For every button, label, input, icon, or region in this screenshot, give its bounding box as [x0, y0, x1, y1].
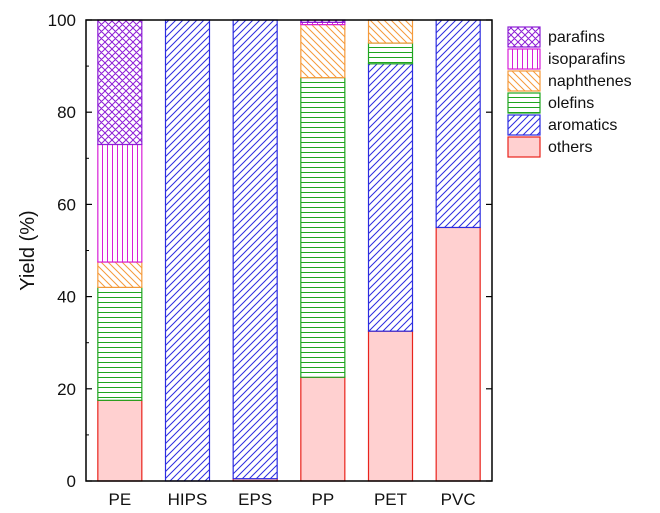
bars-layer — [97, 19, 481, 482]
y-tick-label: 0 — [67, 472, 76, 491]
bar-segment-pe-others — [97, 399, 143, 482]
bar-segment-pp-others — [300, 376, 346, 482]
plot-frame — [85, 19, 493, 482]
bar-segment-pe-olefins — [97, 286, 143, 401]
y-tick-label: 80 — [57, 103, 76, 122]
x-tick-label-pe: PE — [108, 490, 131, 509]
x-tick-label-eps: EPS — [238, 490, 272, 509]
legend-item-isoparafins: isoparafins — [507, 48, 625, 70]
bar-segment-pp-olefins — [300, 77, 346, 378]
bar-segment-pet-others — [367, 330, 414, 482]
bar-group-eps — [232, 19, 278, 482]
legend-swatch-isoparafins — [507, 48, 541, 70]
bar-group-pvc — [435, 19, 481, 482]
legend-item-olefins: olefins — [507, 92, 594, 114]
legend-label-parafins: parafins — [548, 29, 605, 46]
y-tick-label: 20 — [57, 380, 76, 399]
bar-segment-pe-isoparafins — [97, 143, 143, 263]
bar-segment-pet-naphthenes — [367, 19, 414, 44]
bar-segment-pe-naphthenes — [97, 261, 143, 288]
legend-item-parafins: parafins — [507, 26, 605, 48]
y-axis-title: Yield (%) — [17, 210, 39, 290]
bar-segment-pet-aromatics — [367, 63, 414, 332]
y-tick-label: 100 — [48, 11, 76, 30]
legend-swatch-olefins — [507, 92, 541, 114]
legend-swatch-naphthenes — [507, 70, 541, 92]
bar-segment-pp-naphthenes — [300, 24, 346, 79]
legend-item-naphthenes: naphthenes — [507, 70, 632, 92]
legend: parafins isoparafins naphthenes olefins arom… — [507, 26, 632, 158]
bar-group-pe — [97, 19, 143, 482]
bar-segment-pe-parafins — [97, 19, 143, 146]
x-axis: PE HIPS EPS PP PET PVC — [108, 490, 475, 509]
bar-group-pp — [300, 19, 346, 482]
bar-segment-pvc-others — [435, 226, 481, 482]
legend-swatch-aromatics — [507, 114, 541, 136]
legend-label-isoparafins: isoparafins — [548, 51, 625, 68]
legend-label-naphthenes: naphthenes — [548, 73, 632, 90]
bar-segment-hips-aromatics — [164, 19, 211, 482]
legend-swatch-parafins — [507, 26, 541, 48]
x-tick-label-pp: PP — [311, 490, 334, 509]
bar-segment-pvc-aromatics — [435, 19, 481, 229]
bar-segment-pet-olefins — [367, 42, 414, 65]
y-tick-label: 60 — [57, 195, 76, 214]
x-tick-label-hips: HIPS — [168, 490, 208, 509]
x-tick-label-pvc: PVC — [441, 490, 476, 509]
legend-item-others: others — [507, 136, 592, 158]
legend-swatch-others — [507, 136, 541, 158]
bar-group-hips — [164, 19, 211, 482]
x-tick-label-pet: PET — [374, 490, 407, 509]
legend-item-aromatics: aromatics — [507, 114, 617, 136]
y-axis: 0 20 40 60 80 100 — [48, 11, 492, 491]
bar-group-pet — [367, 19, 414, 482]
y-tick-label: 40 — [57, 288, 76, 307]
legend-label-olefins: olefins — [548, 95, 594, 112]
bar-segment-eps-aromatics — [232, 19, 278, 480]
legend-label-others: others — [548, 139, 592, 156]
legend-label-aromatics: aromatics — [548, 117, 617, 134]
